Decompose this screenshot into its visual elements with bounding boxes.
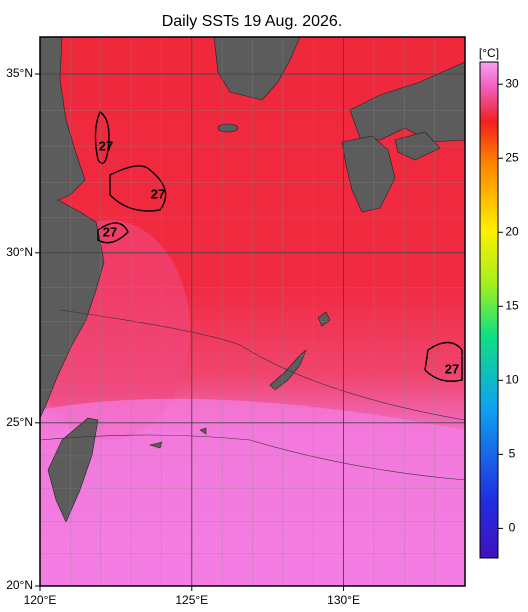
contour-27 — [94, 110, 463, 382]
map-frame — [39, 36, 466, 587]
x-tick-label: 130°E — [327, 593, 360, 607]
y-tick-label: 30°N — [6, 245, 33, 259]
china-coast — [40, 37, 105, 419]
x-tick-label: 125°E — [175, 593, 208, 607]
colorbar-tick-label: 25 — [505, 150, 519, 164]
taiwan — [47, 417, 99, 523]
colorbar-tick-label: 0 — [509, 521, 516, 535]
colorbar-tick-label: 15 — [505, 298, 519, 312]
y-tick-label: 35°N — [6, 66, 33, 80]
jeju — [217, 123, 239, 133]
map-area: 27 27 27 27 — [40, 37, 465, 586]
colorbar-unit: [°C] — [479, 46, 499, 60]
colorbar-tick-label: 30 — [505, 76, 519, 90]
y-tick-label: 20°N — [6, 578, 33, 592]
grid — [40, 37, 465, 586]
colorbar-tick-label: 10 — [505, 373, 519, 387]
colorbar-tick-label: 5 — [509, 447, 516, 461]
kyushu — [341, 135, 396, 213]
y-tick-label: 25°N — [6, 415, 33, 429]
colorbar-tick-label: 20 — [505, 224, 519, 238]
contour-label: 27 — [151, 186, 165, 201]
shikoku — [394, 131, 441, 161]
contour-label: 27 — [103, 224, 117, 239]
ryukyu-islands — [148, 311, 331, 449]
contour-label: 27 — [445, 361, 459, 376]
map-title: Daily SSTs 19 Aug. 2026. — [162, 13, 343, 30]
colorbar — [479, 61, 499, 559]
contour-label: 27 — [99, 138, 113, 153]
x-tick-label: 120°E — [24, 593, 57, 607]
contour-lines — [40, 309, 465, 481]
